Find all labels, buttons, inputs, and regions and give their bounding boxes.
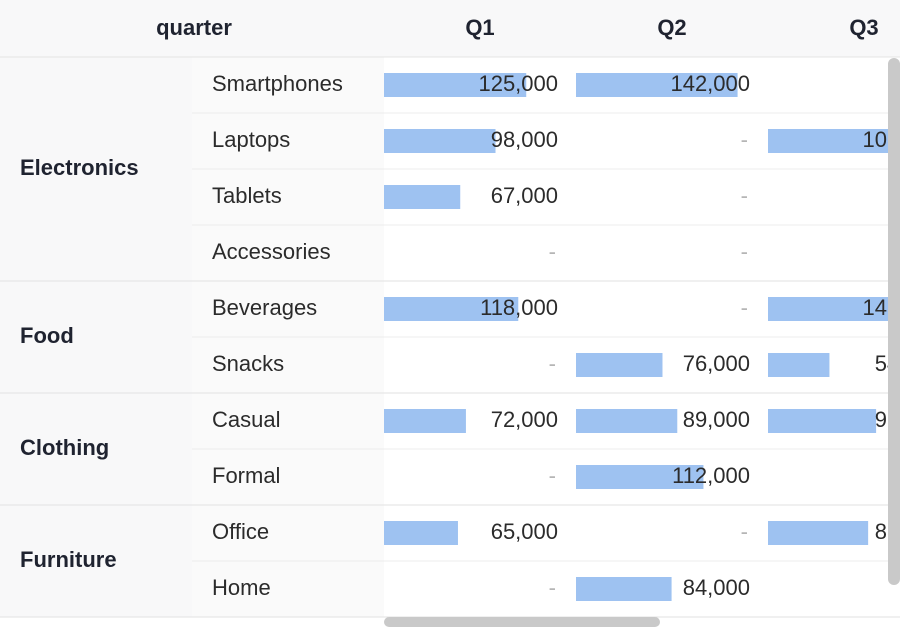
empty-cell: - bbox=[741, 239, 748, 264]
data-bar bbox=[384, 297, 519, 321]
empty-cell: - bbox=[741, 183, 748, 208]
data-bar bbox=[384, 521, 458, 545]
empty-cell: - bbox=[549, 351, 556, 376]
empty-cell: - bbox=[741, 519, 748, 544]
data-bar bbox=[768, 297, 900, 321]
data-bar bbox=[384, 409, 466, 433]
cell-value: 65,000 bbox=[491, 519, 558, 544]
data-bar bbox=[576, 465, 704, 489]
empty-cell: - bbox=[549, 463, 556, 488]
row-label: Snacks bbox=[212, 351, 284, 376]
row-label: Accessories bbox=[212, 239, 331, 264]
group-label: Food bbox=[20, 323, 74, 348]
row-label: Smartphones bbox=[212, 71, 343, 96]
empty-cell: - bbox=[741, 127, 748, 152]
data-bar bbox=[576, 73, 738, 97]
header-bg bbox=[0, 0, 900, 57]
row-label: Formal bbox=[212, 463, 280, 488]
cell-value: 67,000 bbox=[491, 183, 558, 208]
empty-cell: - bbox=[549, 575, 556, 600]
row-label: Home bbox=[212, 575, 271, 600]
cell-value: 142,000 bbox=[670, 71, 750, 96]
group-label: Clothing bbox=[20, 435, 109, 460]
row-label: Beverages bbox=[212, 295, 317, 320]
data-bar bbox=[768, 521, 869, 545]
empty-cell: - bbox=[549, 239, 556, 264]
row-label: Laptops bbox=[212, 127, 290, 152]
group-label: Electronics bbox=[20, 155, 139, 180]
cell-value: 89,000 bbox=[683, 407, 750, 432]
data-bar bbox=[384, 73, 527, 97]
data-bar bbox=[576, 409, 678, 433]
cell-value: 118,000 bbox=[480, 295, 558, 320]
column-header: Q1 bbox=[465, 15, 494, 40]
horizontal-scrollbar[interactable] bbox=[384, 617, 660, 627]
row-label: Tablets bbox=[212, 183, 282, 208]
cell-value: 98,000 bbox=[491, 127, 558, 152]
corner-header: quarter bbox=[156, 15, 232, 40]
data-bar bbox=[576, 353, 663, 377]
cell-value: 72,000 bbox=[491, 407, 558, 432]
cell-value: 84,000 bbox=[683, 575, 750, 600]
group-label: Furniture bbox=[20, 547, 117, 572]
row-label: Office bbox=[212, 519, 269, 544]
data-bar bbox=[384, 185, 461, 209]
data-bar bbox=[576, 577, 672, 601]
data-bar bbox=[384, 129, 496, 153]
column-header: Q3 bbox=[849, 15, 878, 40]
row-label: Casual bbox=[212, 407, 280, 432]
cell-value: 112,000 bbox=[672, 463, 750, 488]
data-bar bbox=[768, 129, 891, 153]
category-column-bg bbox=[0, 57, 192, 617]
empty-cell: - bbox=[741, 295, 748, 320]
vertical-scrollbar[interactable] bbox=[888, 58, 900, 585]
data-bar bbox=[768, 409, 877, 433]
cell-value: 76,000 bbox=[683, 351, 750, 376]
data-bar bbox=[768, 353, 830, 377]
column-header: Q2 bbox=[657, 15, 686, 40]
cell-value: 125,000 bbox=[478, 71, 558, 96]
